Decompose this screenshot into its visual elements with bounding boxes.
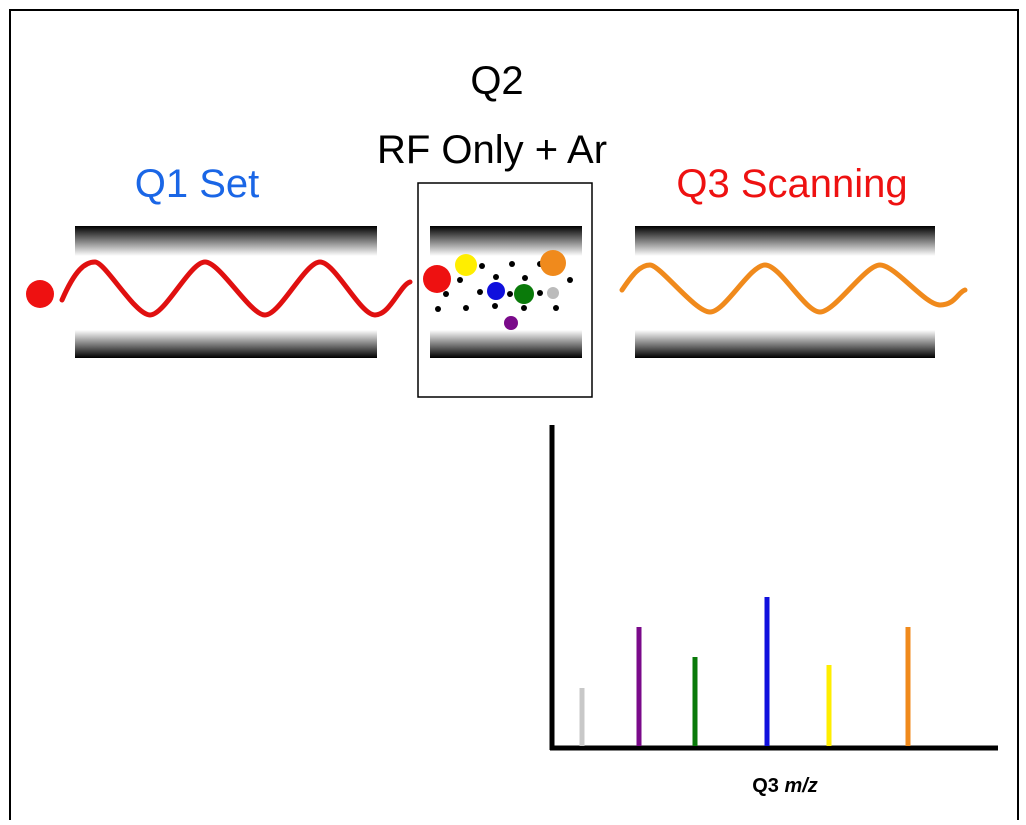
q1-label: Q1 Set xyxy=(135,162,260,206)
axis-label-unit: m/z xyxy=(784,775,817,797)
ion-path-q1 xyxy=(59,259,413,318)
fragment-ions xyxy=(423,250,566,330)
rod xyxy=(430,330,582,358)
rod xyxy=(635,330,935,358)
rods xyxy=(75,226,935,358)
q3-label: Q3 Scanning xyxy=(676,162,907,206)
rod xyxy=(75,330,377,358)
spectrum: Q3 m/z xyxy=(549,425,998,797)
rod xyxy=(635,226,935,256)
argon-atoms xyxy=(435,261,573,312)
rod xyxy=(430,226,582,256)
collision-cell-box xyxy=(417,182,593,398)
axis-label-main: Q3 xyxy=(752,775,779,797)
q2-mode-label: RF Only + Ar xyxy=(377,128,607,172)
ion-path-q3 xyxy=(619,262,968,315)
x-axis-label: Q3 m/z xyxy=(752,775,818,797)
q2-label: Q2 xyxy=(470,59,523,103)
precursor-ion xyxy=(26,280,54,308)
rod xyxy=(75,226,377,256)
